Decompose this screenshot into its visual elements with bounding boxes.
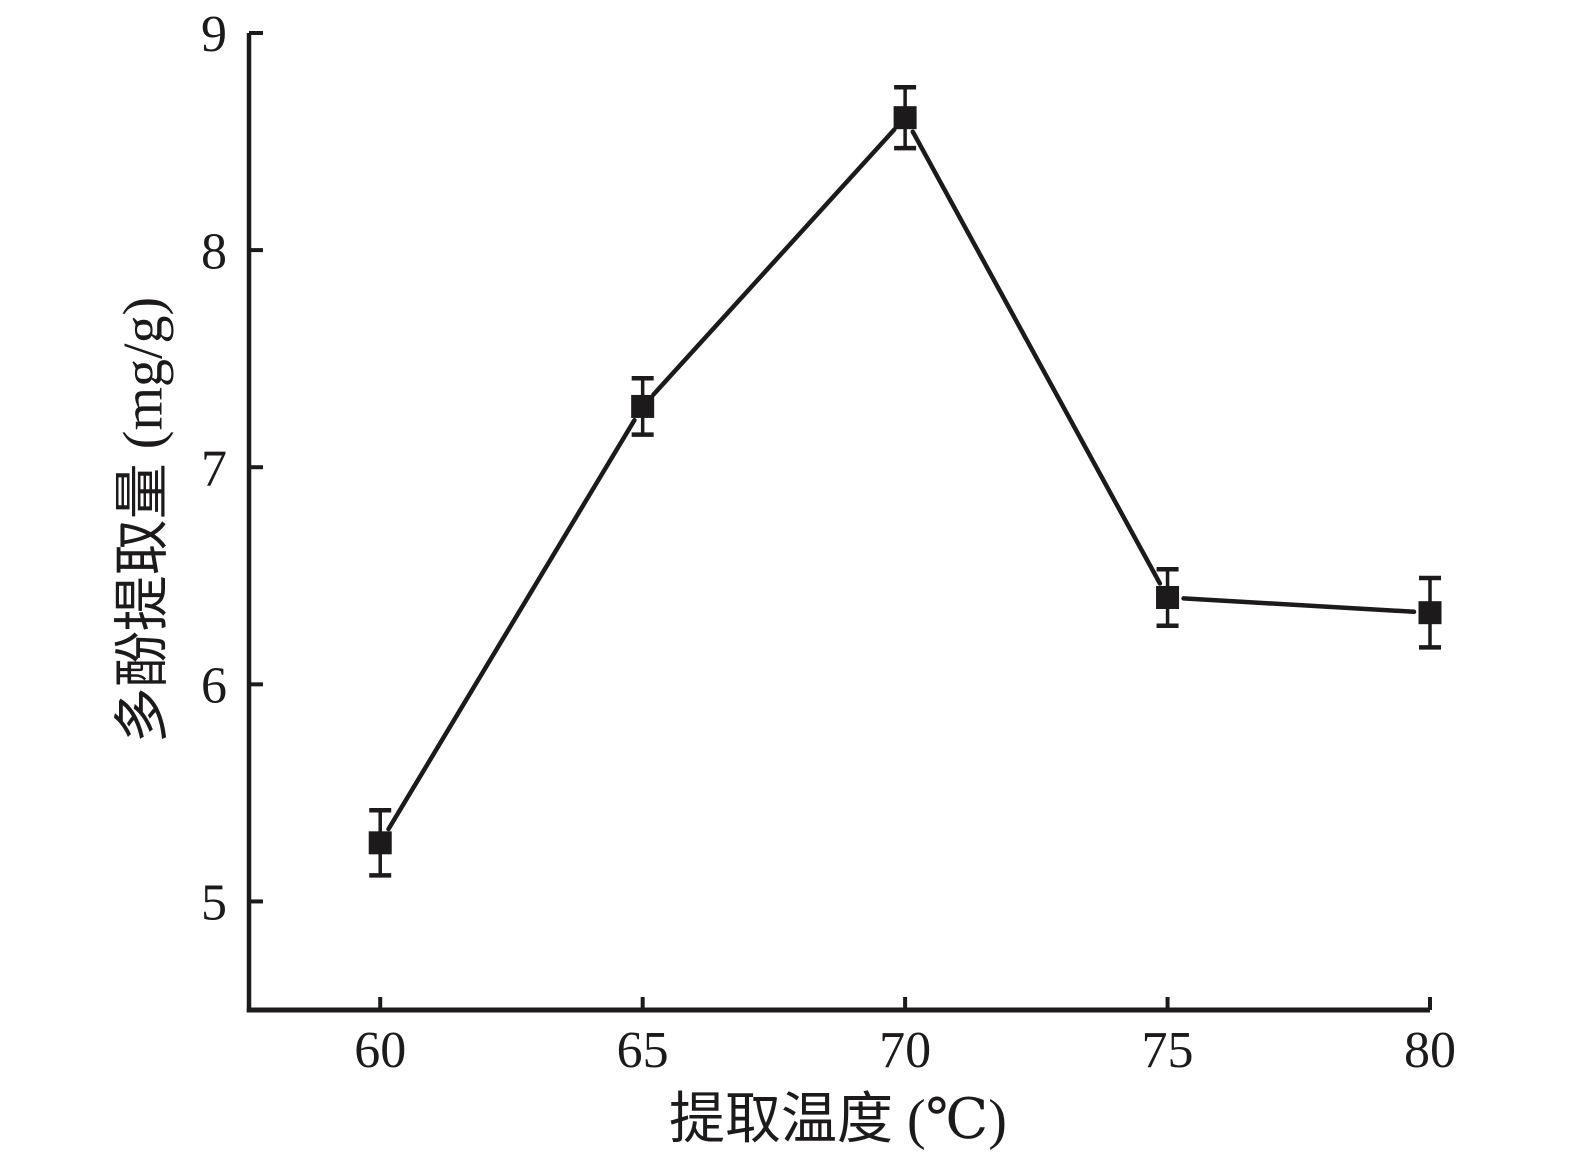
data-point-marker <box>893 106 917 130</box>
series-line-segment <box>1181 596 1417 615</box>
x-tick-label: 65 <box>617 1022 669 1079</box>
data-point-marker <box>1418 601 1442 625</box>
plot-area: 5 6 7 8 9 60 65 70 75 80 <box>201 6 1456 1079</box>
x-tick-label: 60 <box>354 1022 406 1079</box>
data-point-marker <box>368 831 392 855</box>
y-tick-label: 7 <box>201 440 227 497</box>
x-axis-title: 提取温度 (℃) <box>669 1089 1007 1151</box>
data-point-marker <box>631 394 655 418</box>
x-tick-label: 80 <box>1404 1022 1456 1079</box>
y-tick-label: 5 <box>201 875 227 932</box>
y-tick-label: 6 <box>201 658 227 715</box>
series-line-segment <box>910 129 1163 586</box>
series-line-segment <box>651 127 897 397</box>
y-axis-title: 多酚提取量 (mg/g) <box>113 297 175 743</box>
y-tick-label: 9 <box>201 6 227 63</box>
x-tick-label: 75 <box>1142 1022 1194 1079</box>
x-tick-label: 70 <box>879 1022 931 1079</box>
y-tick-label: 8 <box>201 223 227 280</box>
data-point-marker <box>1156 585 1180 609</box>
series-line-segment <box>386 417 637 832</box>
